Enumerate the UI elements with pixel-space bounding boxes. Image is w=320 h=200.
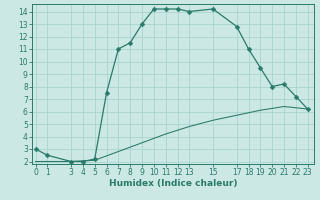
X-axis label: Humidex (Indice chaleur): Humidex (Indice chaleur) [108,179,237,188]
